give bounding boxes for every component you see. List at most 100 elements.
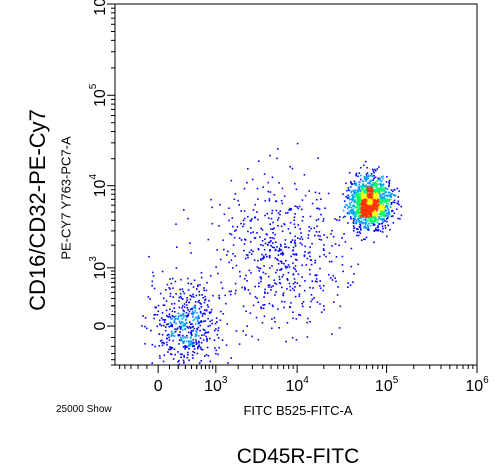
event-dot — [352, 212, 355, 214]
event-dot — [374, 183, 376, 186]
event-dot — [376, 193, 378, 196]
event-dot — [380, 184, 382, 186]
event-dot — [366, 172, 369, 174]
event-dot — [170, 346, 172, 348]
event-dot — [365, 179, 368, 181]
event-dot — [382, 183, 385, 185]
event-dot — [274, 233, 276, 236]
event-dot — [372, 201, 374, 203]
event-dot — [186, 304, 188, 306]
x-tick-label: 106 — [465, 375, 489, 395]
event-dot — [368, 189, 371, 192]
event-dot — [364, 198, 366, 200]
event-dot — [203, 309, 206, 311]
event-dot — [309, 286, 311, 289]
event-dot — [257, 338, 260, 341]
event-dot — [232, 244, 235, 246]
event-dot — [319, 255, 321, 258]
event-dot — [207, 317, 209, 320]
event-dot — [256, 297, 258, 300]
event-dot — [165, 341, 168, 344]
event-dot — [306, 257, 309, 260]
event-dot — [371, 200, 373, 203]
event-dot — [209, 337, 211, 340]
event-dot — [207, 306, 210, 308]
event-dot — [304, 280, 306, 282]
event-dot — [260, 307, 263, 310]
event-dot — [260, 306, 262, 308]
event-dot — [292, 273, 295, 276]
x-axis-label: FITC B525-FITC-A — [243, 403, 353, 418]
event-dot — [374, 168, 376, 171]
event-dot — [171, 332, 173, 335]
event-dot — [274, 294, 276, 296]
event-dot — [235, 330, 238, 332]
event-dot — [382, 186, 385, 189]
event-dot — [264, 291, 266, 293]
event-dot — [169, 348, 172, 351]
event-dot — [382, 175, 384, 178]
event-dot — [368, 185, 371, 188]
event-dot — [194, 335, 197, 338]
event-dot — [369, 220, 371, 222]
event-dot — [377, 207, 379, 209]
event-dot — [184, 346, 187, 349]
event-dot — [372, 207, 375, 210]
event-dot — [361, 203, 364, 205]
event-dot — [319, 287, 322, 290]
event-dot — [353, 193, 356, 196]
event-dot — [173, 302, 176, 305]
event-dot — [250, 253, 253, 255]
event-dot — [161, 312, 164, 314]
event-dot — [372, 190, 374, 192]
event-dot — [386, 212, 389, 215]
event-dot — [379, 178, 381, 181]
event-dot — [345, 182, 347, 185]
event-dot — [278, 282, 281, 284]
event-dot — [366, 213, 368, 216]
event-dot — [390, 195, 393, 197]
event-dot — [261, 257, 264, 260]
event-dot — [380, 222, 383, 225]
event-dot — [173, 307, 175, 309]
event-dot — [391, 210, 393, 212]
event-dot — [386, 205, 389, 207]
event-dot — [352, 204, 355, 206]
event-dot — [189, 343, 192, 346]
event-dot — [292, 311, 294, 313]
event-dot — [187, 217, 189, 220]
event-dot — [342, 209, 345, 212]
event-dot — [211, 322, 213, 325]
event-dot — [144, 317, 147, 319]
event-dot — [188, 343, 190, 345]
event-dot — [365, 222, 367, 225]
event-dot — [327, 192, 330, 195]
event-dot — [397, 200, 400, 203]
event-dot — [388, 181, 390, 183]
event-dot — [384, 210, 387, 212]
event-dot — [299, 285, 301, 287]
event-dot — [240, 239, 243, 241]
event-dot — [360, 194, 362, 197]
event-dot — [204, 295, 206, 298]
event-dot — [322, 220, 324, 222]
event-dot — [227, 362, 229, 364]
event-dot — [304, 194, 307, 197]
event-dot — [171, 310, 174, 313]
event-dot — [164, 319, 166, 321]
event-dot — [331, 229, 333, 232]
event-dot — [368, 191, 371, 193]
event-dot — [376, 180, 379, 182]
event-dot — [364, 185, 366, 188]
event-dot — [197, 285, 199, 288]
event-dot — [372, 189, 375, 191]
event-dot — [229, 232, 231, 235]
event-dot — [371, 183, 374, 186]
event-dot — [228, 219, 230, 222]
event-dot — [203, 289, 205, 292]
event-dot — [200, 271, 203, 274]
event-dot — [243, 249, 245, 252]
event-dot — [287, 228, 290, 230]
event-dot — [163, 321, 166, 323]
event-dot — [181, 314, 183, 317]
